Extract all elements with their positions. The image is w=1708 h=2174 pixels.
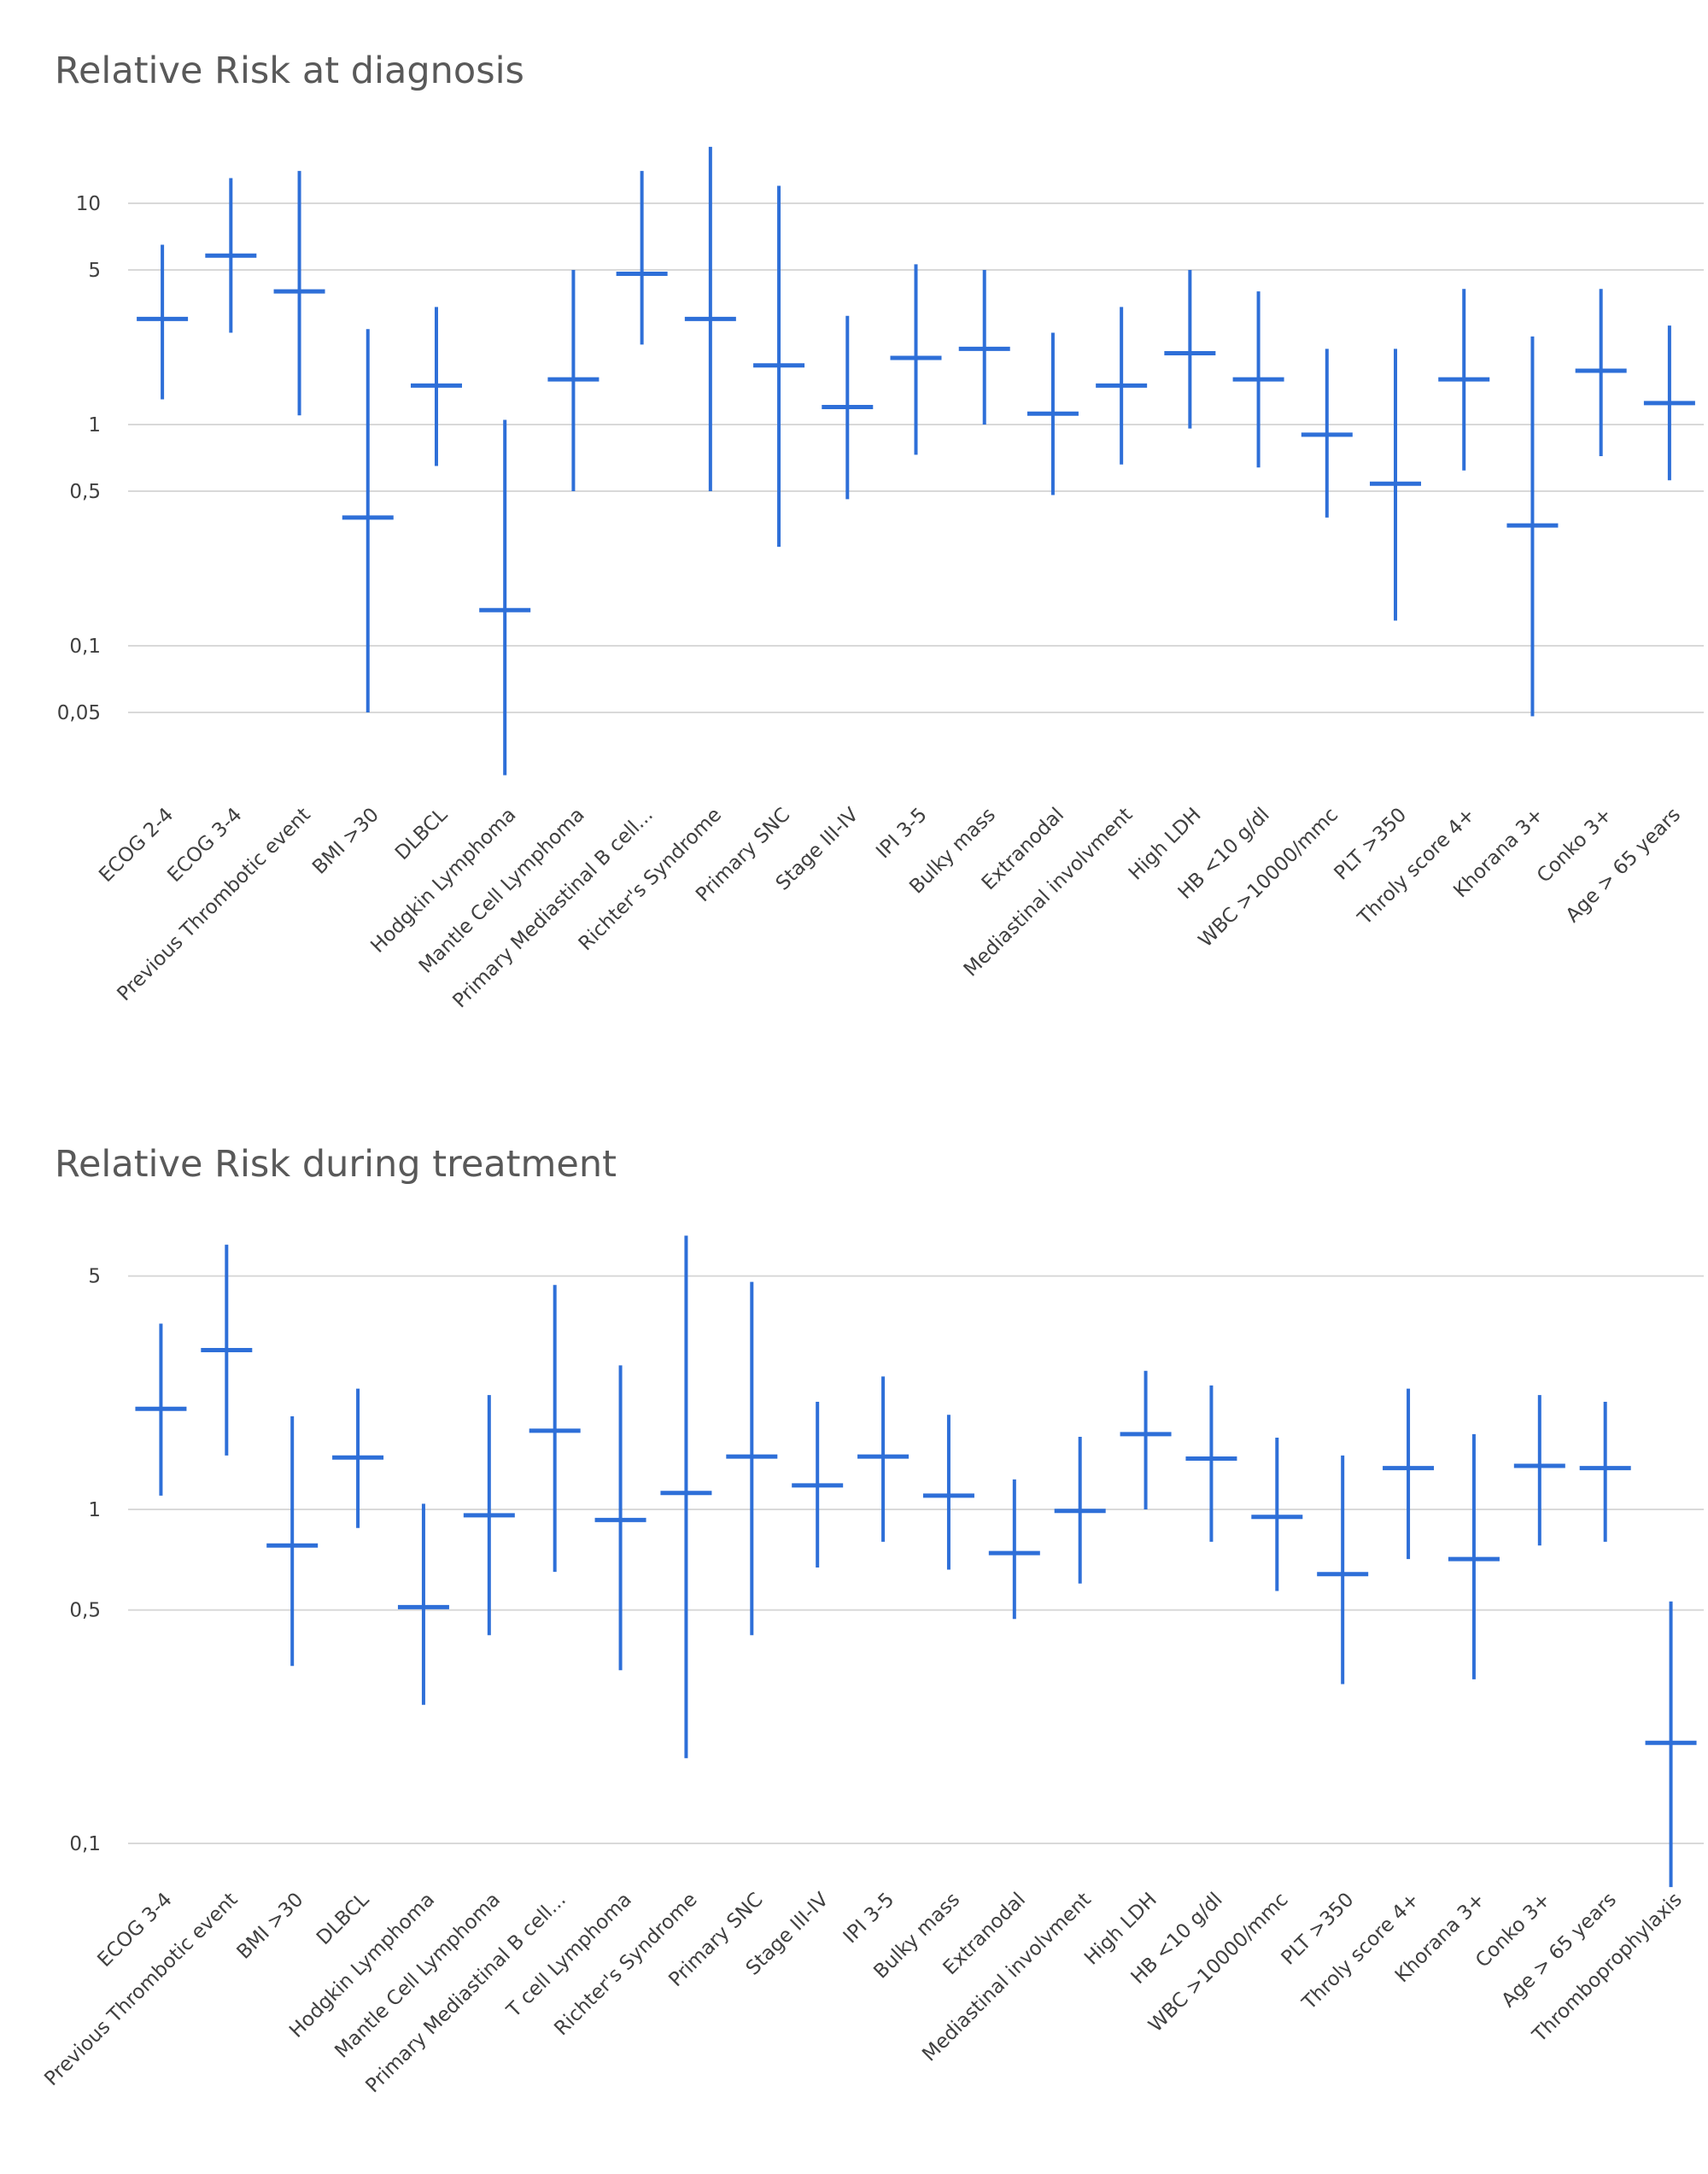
y-tick-label: 0,1: [69, 636, 101, 658]
x-tick-label: Age > 65 years: [1562, 804, 1685, 927]
x-tick-label: ECOG 2-4: [95, 804, 178, 887]
y-tick-label: 0,5: [69, 1600, 101, 1622]
y-tick-label: 1: [88, 1499, 101, 1521]
y-tick-label: 0,05: [57, 702, 101, 724]
chart-relative-risk-during-treatment: Relative Risk during treatment 0,1 0,5 1 5 E…: [0, 1093, 1708, 2174]
x-tick-label: Throly score 4+: [1298, 1889, 1424, 2015]
y-tick-label: 0,1: [69, 1833, 101, 1855]
y-tick-label: 5: [88, 1266, 101, 1288]
x-tick-label: DLBCL: [391, 804, 452, 864]
x-tick-label: IPI 3-5: [839, 1889, 899, 1948]
x-tick-label: IPI 3-5: [872, 804, 932, 864]
chart-title: Relative Risk during treatment: [55, 1143, 617, 1186]
x-tick-label: WBC >10000/mmc: [1195, 804, 1342, 952]
x-tick-label: BMI >30: [308, 804, 383, 879]
y-tick-label: 5: [88, 260, 101, 282]
chart-relative-risk-at-diagnosis: Relative Risk at diagnosis 0,05 0,1 0,5 1 5 1…: [55, 50, 1704, 1012]
chart-title: Relative Risk at diagnosis: [55, 50, 524, 92]
x-tick-label: T cell Lymphoma: [502, 1889, 636, 2023]
x-tick-label: BMI >30: [233, 1889, 308, 1964]
y-tick-label: 10: [76, 193, 101, 215]
x-tick-label: Age > 65 years: [1498, 1889, 1621, 2012]
x-tick-label: DLBCL: [313, 1889, 373, 1949]
x-tick-label: Throly score 4+: [1354, 804, 1480, 930]
y-tick-label: 0,5: [69, 481, 101, 503]
y-tick-label: 1: [88, 414, 101, 437]
